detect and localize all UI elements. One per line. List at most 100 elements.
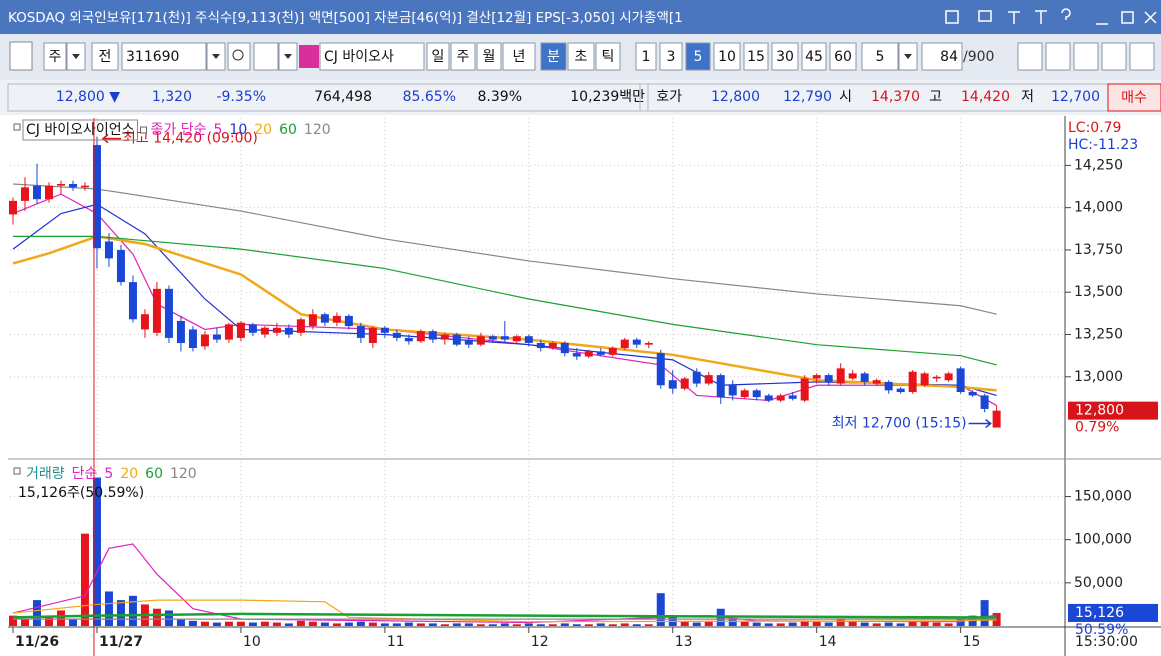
icon[interactable] bbox=[978, 10, 992, 22]
button[interactable] bbox=[502, 42, 536, 71]
candle-body bbox=[632, 339, 641, 345]
button[interactable] bbox=[595, 42, 621, 71]
volume-bar bbox=[488, 624, 497, 626]
y-tick-label: 100,000 bbox=[1074, 532, 1132, 548]
candle-body bbox=[620, 339, 629, 349]
window-controls[interactable] bbox=[945, 8, 1157, 25]
code-text[interactable]: 311690 bbox=[126, 49, 179, 65]
button[interactable] bbox=[743, 42, 769, 71]
button[interactable] bbox=[771, 42, 799, 71]
x-tick-label: 11/27 bbox=[99, 634, 143, 650]
tool-icon[interactable] bbox=[1101, 42, 1127, 71]
name-text[interactable]: CJ 바이오사 bbox=[324, 49, 394, 65]
volume-bar bbox=[632, 624, 641, 626]
dropdown-arrow[interactable] bbox=[904, 54, 912, 59]
button-label[interactable]: 60 bbox=[834, 49, 852, 65]
icon[interactable] bbox=[1035, 10, 1047, 24]
volume-bar bbox=[128, 595, 137, 626]
stock-flag[interactable] bbox=[299, 45, 319, 68]
button[interactable] bbox=[685, 42, 711, 71]
button[interactable] bbox=[635, 42, 657, 71]
y-tick-label: 50,000 bbox=[1074, 575, 1123, 591]
button-label[interactable]: 1 bbox=[642, 49, 651, 65]
tool-icon[interactable] bbox=[1129, 42, 1155, 71]
code-input[interactable] bbox=[121, 42, 207, 71]
tool-icon[interactable] bbox=[1073, 42, 1099, 71]
candle-body bbox=[8, 200, 17, 215]
legend-text: 10 bbox=[229, 122, 247, 138]
icon[interactable] bbox=[1008, 11, 1020, 24]
volume-bar bbox=[596, 623, 605, 626]
candle-body bbox=[380, 327, 389, 333]
icon[interactable] bbox=[945, 10, 959, 24]
volume-bar bbox=[452, 623, 461, 626]
button[interactable] bbox=[801, 42, 827, 71]
quote-value: 12,700 bbox=[1051, 89, 1100, 105]
button-label[interactable]: 30 bbox=[776, 49, 794, 65]
volume-bar bbox=[584, 624, 593, 626]
candle-body bbox=[704, 375, 713, 384]
button[interactable] bbox=[91, 42, 119, 71]
button-label[interactable]: 5 bbox=[694, 49, 703, 65]
candle-body bbox=[512, 336, 521, 342]
moving-average bbox=[12, 235, 997, 366]
volume-bar bbox=[656, 593, 665, 626]
buy-label[interactable]: 매수 bbox=[1121, 90, 1147, 106]
candle-body bbox=[224, 324, 233, 340]
dropdown-arrow[interactable] bbox=[284, 54, 292, 59]
button-label[interactable]: 5 bbox=[876, 49, 885, 65]
volume-bar bbox=[620, 623, 629, 626]
button-label[interactable]: 84 bbox=[940, 49, 958, 65]
candle-body bbox=[740, 390, 749, 398]
button[interactable] bbox=[476, 42, 502, 71]
speaker[interactable] bbox=[253, 42, 279, 71]
search-icon[interactable] bbox=[232, 49, 244, 61]
button-label[interactable]: 주 bbox=[457, 49, 470, 65]
button[interactable] bbox=[829, 42, 857, 71]
candle-body bbox=[116, 249, 125, 283]
button[interactable] bbox=[921, 42, 963, 71]
button-label[interactable]: 주 bbox=[49, 49, 62, 65]
maximize[interactable] bbox=[1121, 11, 1134, 24]
dropdown-arrow[interactable] bbox=[212, 54, 220, 59]
button[interactable] bbox=[713, 42, 741, 71]
button-label[interactable]: 전 bbox=[99, 49, 112, 65]
candle-body bbox=[668, 380, 677, 389]
quote-value: 14,420 bbox=[961, 89, 1010, 105]
button[interactable] bbox=[426, 42, 450, 71]
button-label[interactable]: 3 bbox=[667, 49, 676, 65]
tool-icon[interactable] bbox=[1045, 42, 1071, 71]
dropdown-arrow[interactable] bbox=[72, 54, 80, 59]
close[interactable] bbox=[1144, 11, 1157, 24]
volume-bar bbox=[476, 624, 485, 626]
button-label[interactable]: 10 bbox=[718, 49, 736, 65]
candle-body bbox=[824, 375, 833, 382]
candle-body bbox=[272, 327, 281, 333]
candle-body bbox=[452, 334, 461, 345]
button-label[interactable]: 틱 bbox=[602, 49, 615, 65]
button[interactable] bbox=[567, 42, 595, 71]
tool-icon[interactable] bbox=[1017, 42, 1043, 71]
buy-button[interactable] bbox=[1107, 83, 1161, 112]
button[interactable] bbox=[540, 42, 567, 71]
button[interactable] bbox=[450, 42, 476, 71]
name-input[interactable] bbox=[319, 42, 425, 71]
button-label[interactable]: 15 bbox=[747, 49, 765, 65]
button-label[interactable]: 45 bbox=[805, 49, 823, 65]
button-label[interactable]: 월 bbox=[483, 49, 496, 65]
button[interactable] bbox=[659, 42, 683, 71]
button[interactable] bbox=[43, 42, 67, 71]
button-label[interactable]: 초 bbox=[575, 49, 588, 65]
button-label[interactable]: 분 bbox=[547, 49, 560, 65]
volume-bar bbox=[8, 615, 17, 626]
button-label[interactable]: 일 bbox=[432, 49, 445, 65]
last-value: 12,800 bbox=[1075, 403, 1124, 419]
volume-bar bbox=[572, 624, 581, 626]
search[interactable] bbox=[227, 42, 251, 71]
icon[interactable] bbox=[1061, 8, 1071, 20]
button-label[interactable]: 년 bbox=[513, 49, 526, 65]
button[interactable] bbox=[861, 42, 899, 71]
candle-body bbox=[548, 342, 557, 349]
menu-icon[interactable] bbox=[9, 41, 33, 71]
